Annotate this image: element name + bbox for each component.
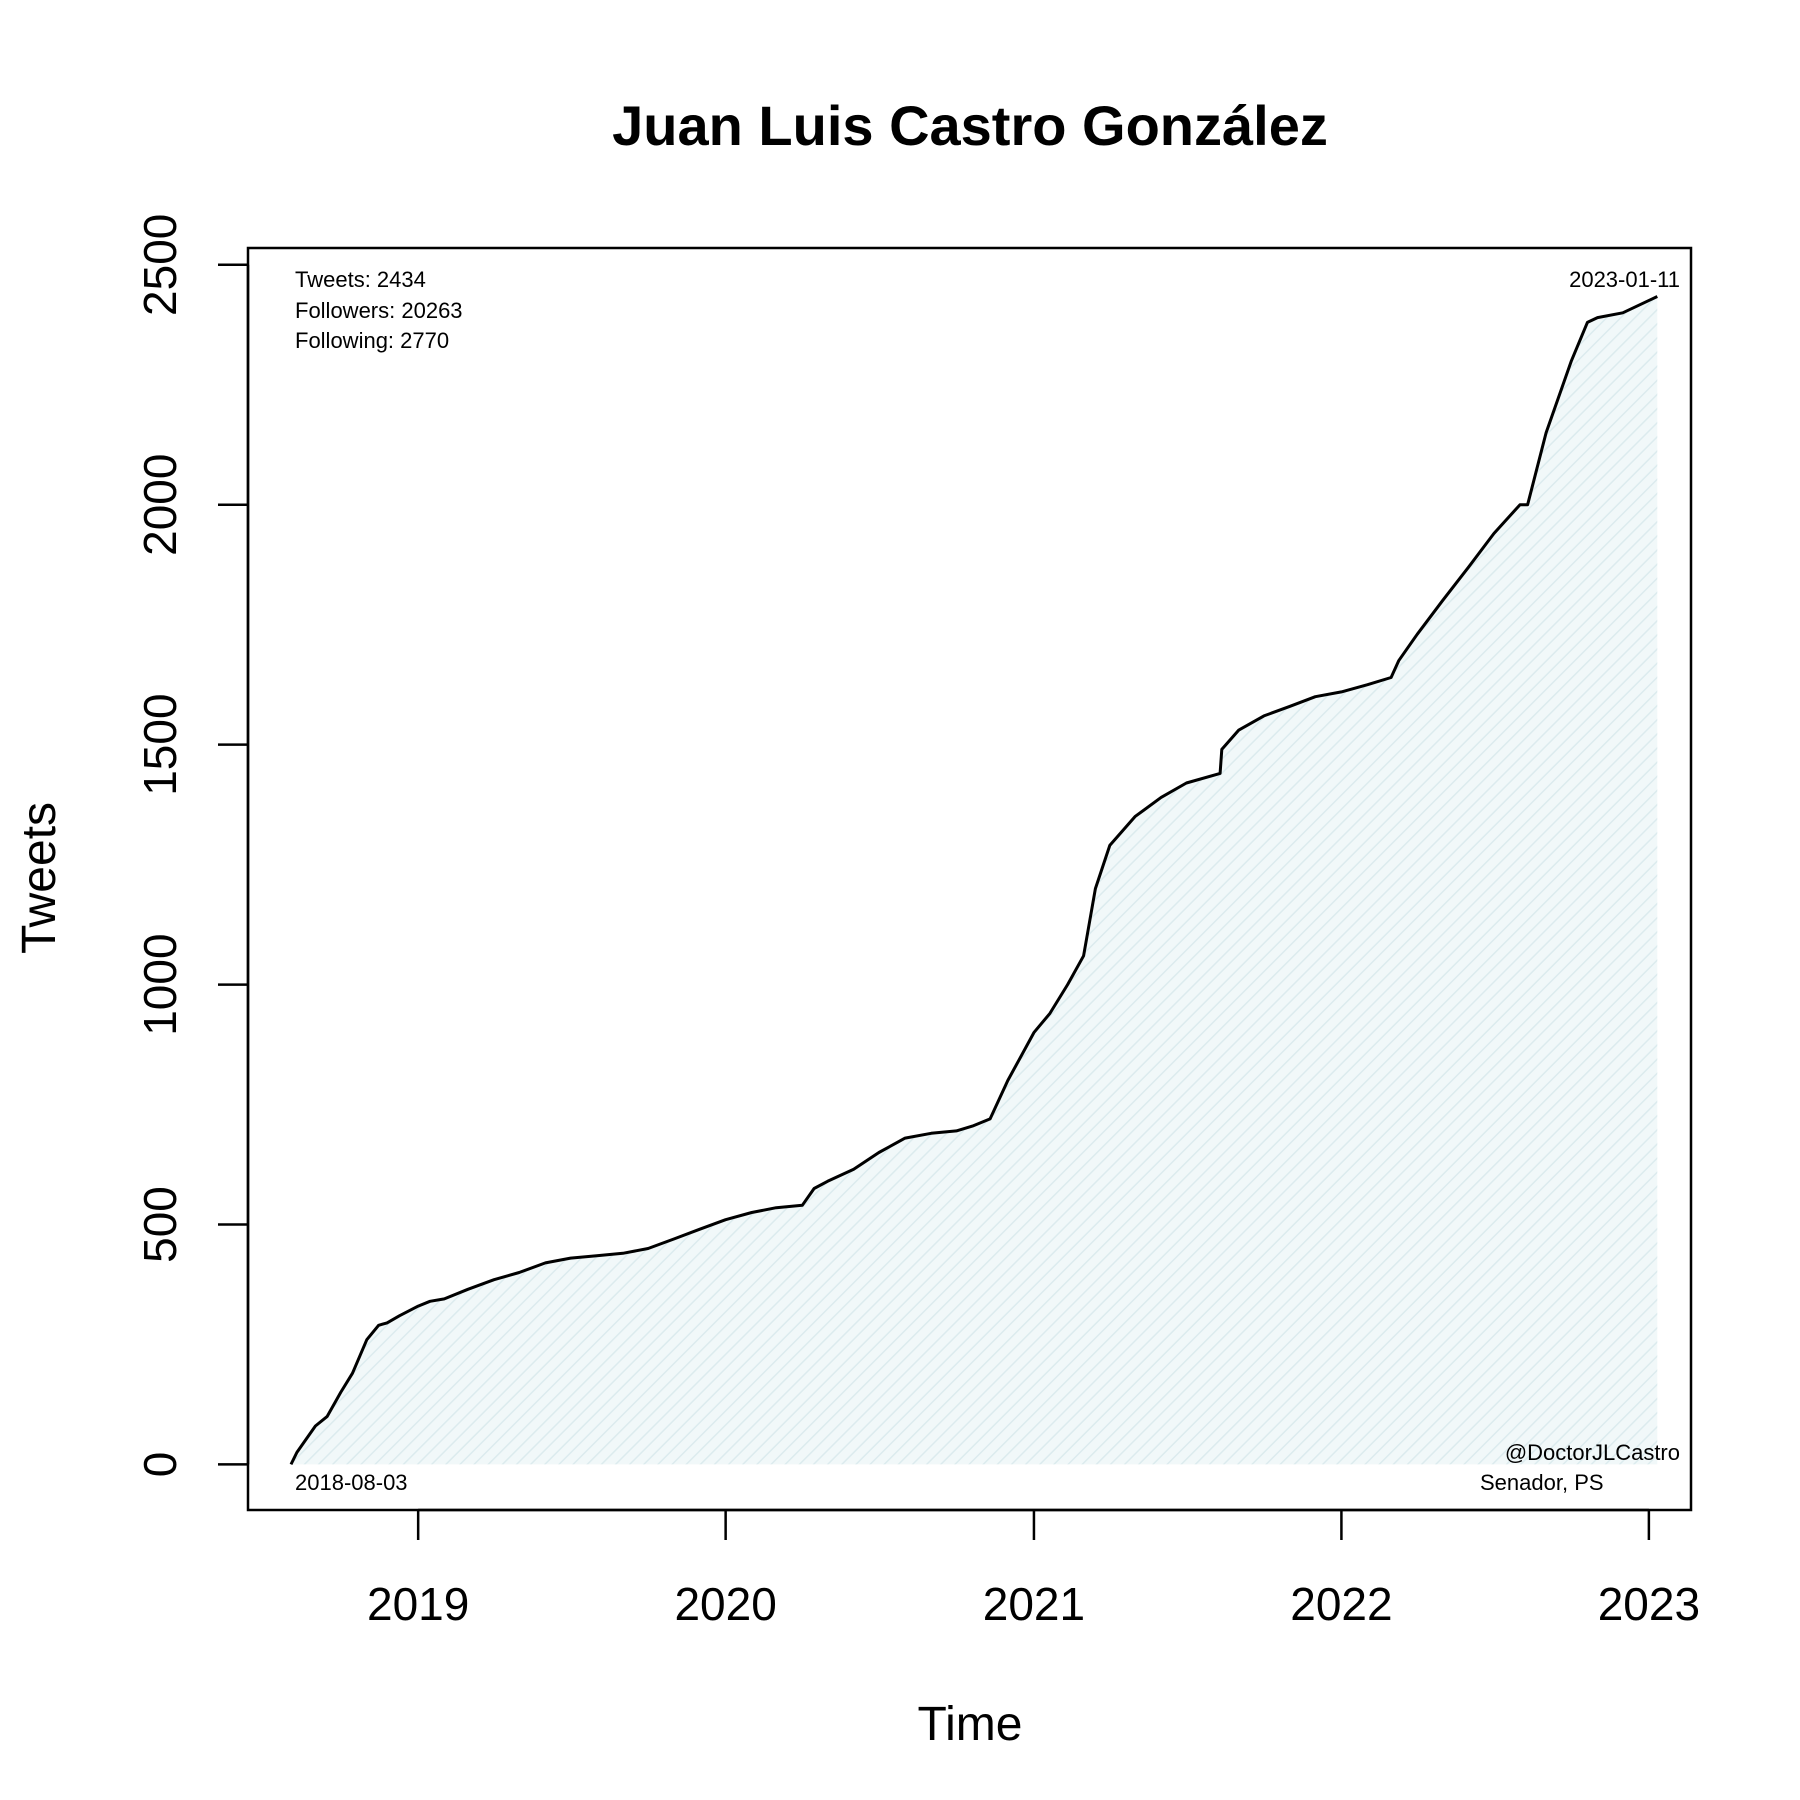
- y-tick-label: 2000: [134, 454, 186, 556]
- y-tick-label: 1000: [134, 933, 186, 1035]
- x-tick-label: 2020: [674, 1578, 776, 1630]
- x-tick-label: 2022: [1290, 1578, 1392, 1630]
- account-role: Senador, PS: [1480, 1470, 1604, 1495]
- y-tick-label: 1500: [134, 693, 186, 795]
- x-tick-label: 2021: [983, 1578, 1085, 1630]
- end-date-label: 2023-01-11: [1569, 267, 1680, 292]
- series-line-layer: [289, 295, 1658, 1466]
- x-tick-label: 2023: [1598, 1578, 1700, 1630]
- y-axis-title: Tweets: [13, 802, 66, 954]
- y-tick-label: 2500: [134, 214, 186, 316]
- series-area: [291, 296, 1658, 1465]
- x-axis: 2019 2020 2021 2022 2023: [367, 1508, 1700, 1630]
- y-tick-label: 500: [134, 1186, 186, 1263]
- start-date-label: 2018-08-03: [295, 1470, 408, 1495]
- x-tick-label: 2019: [367, 1578, 469, 1630]
- y-axis: 0 500 1000 1500 2000 2500: [134, 214, 250, 1478]
- account-handle: @DoctorJLCastro: [1505, 1440, 1680, 1465]
- series-line: [289, 295, 1658, 1466]
- chart-title: Juan Luis Castro González: [612, 94, 1328, 157]
- stats-tweets: Tweets: 2434: [295, 267, 426, 292]
- stats-annotation: Tweets: 2434 Followers: 20263 Following:…: [295, 267, 463, 353]
- stats-followers: Followers: 20263: [295, 298, 463, 323]
- area-fill-layer: [291, 296, 1658, 1465]
- stats-following: Following: 2770: [295, 328, 449, 353]
- x-axis-title: Time: [918, 1698, 1023, 1751]
- y-tick-label: 0: [134, 1452, 186, 1478]
